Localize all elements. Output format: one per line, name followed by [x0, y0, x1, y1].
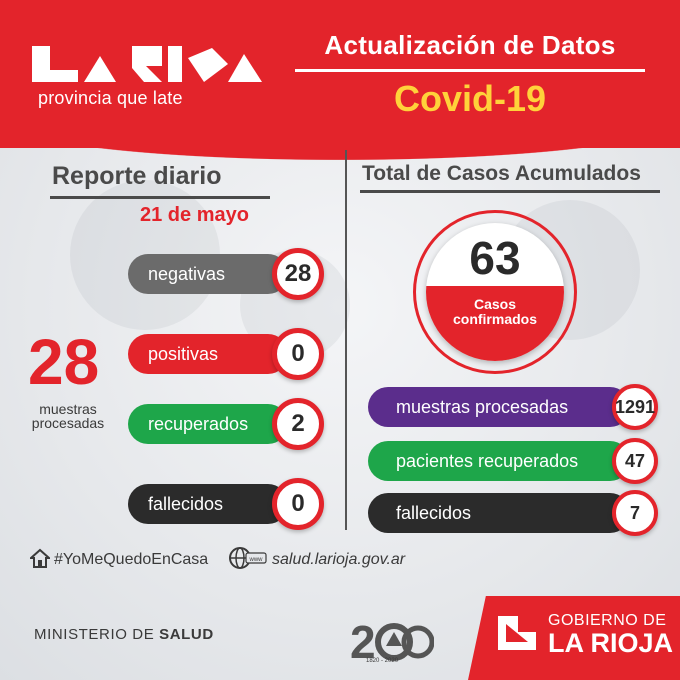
cumulative-row-label: muestras procesadas — [396, 396, 569, 417]
cumulative-row-value: 47 — [612, 438, 658, 484]
cumulative-row-1: pacientes recuperados — [368, 441, 630, 481]
header-subtitle: Covid-19 — [393, 78, 547, 119]
government-mark-icon — [498, 616, 536, 650]
cumulative-row-label: pacientes recuperados — [396, 450, 579, 471]
confirmed-label: Casos confirmados — [426, 297, 564, 327]
daily-row-label: recuperados — [148, 413, 249, 434]
confirmed-label-line1: Casos — [473, 296, 517, 312]
header-curve — [0, 120, 680, 160]
confirmed-label-line2: confirmados — [452, 311, 537, 327]
header-title: Actualización de Datos — [324, 30, 616, 60]
daily-total-samples-label-line2: procesadas — [31, 415, 105, 431]
ministry-name: SALUD — [159, 626, 214, 643]
daily-total-samples: 28 — [28, 326, 100, 398]
daily-row-value: 0 — [272, 478, 324, 530]
confirmed-ring — [413, 210, 577, 374]
government-line1: GOBIERNO DE — [548, 612, 667, 629]
bicentennial-logo: 2 — [350, 616, 434, 668]
daily-heading: Reporte diario — [52, 162, 222, 190]
la-rioja-logo — [32, 46, 262, 82]
brand-tagline: provincia que late — [38, 88, 183, 108]
cumulative-heading-underline — [360, 190, 660, 193]
website-link[interactable]: salud.larioja.gov.ar — [272, 551, 406, 568]
cumulative-row-value: 1291 — [612, 384, 658, 430]
daily-row-label: negativas — [148, 263, 226, 284]
confirmed-circle-base — [426, 286, 564, 361]
daily-row-label: positivas — [148, 343, 219, 364]
daily-heading-underline — [50, 196, 270, 199]
cumulative-row-2: fallecidos — [368, 493, 630, 533]
daily-total-samples-label: muestras procesadas — [22, 402, 114, 430]
bicentennial-years: 1820 - 2020 — [366, 658, 399, 664]
confirmed-circle: 63 Casos confirmados — [426, 223, 564, 361]
svg-text:www: www — [249, 557, 264, 563]
confirmed-value: 63 — [469, 232, 521, 284]
cumulative-heading: Total de Casos Acumulados — [362, 162, 641, 185]
daily-date: 21 de mayo — [140, 204, 249, 226]
column-divider — [345, 150, 347, 530]
daily-row-3: fallecidos — [128, 484, 288, 524]
svg-text:2: 2 — [350, 616, 376, 668]
government-line2: LA RIOJA — [548, 628, 674, 658]
cumulative-row-label: fallecidos — [396, 502, 472, 523]
daily-row-value: 2 — [272, 398, 324, 450]
house-icon — [30, 548, 50, 568]
cumulative-row-0: muestras procesadas — [368, 387, 630, 427]
daily-row-label: fallecidos — [148, 493, 224, 514]
cumulative-row-value: 7 — [612, 490, 658, 536]
daily-row-2: recuperados — [128, 404, 288, 444]
daily-row-1: positivas — [128, 334, 288, 374]
daily-row-value: 0 — [272, 328, 324, 380]
globe-icon: www — [229, 547, 267, 569]
daily-row-value: 28 — [272, 248, 324, 300]
ministry-prefix: MINISTERIO DE — [34, 626, 155, 643]
hashtag: #YoMeQuedoEnCasa — [54, 551, 209, 568]
daily-row-0: negativas — [128, 254, 288, 294]
header-title-underline — [295, 69, 645, 72]
ministry-label: MINISTERIO DE SALUD — [34, 626, 214, 643]
daily-total-samples-label-line1: muestras — [39, 401, 97, 417]
header-title-box: Actualización de Datos Covid-19 — [290, 30, 650, 130]
